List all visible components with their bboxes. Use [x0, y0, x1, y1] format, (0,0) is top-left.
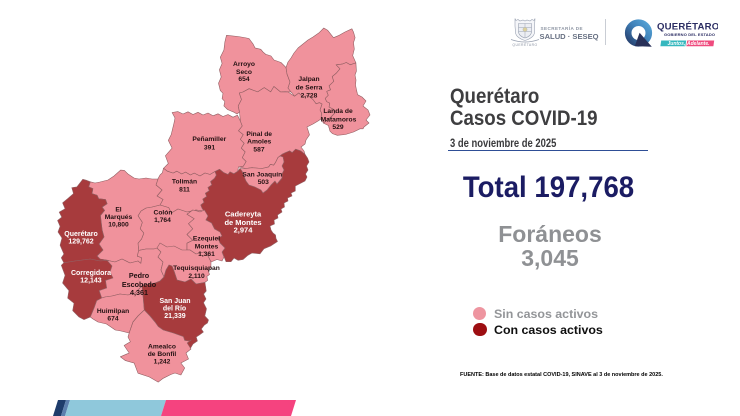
svg-text:Tolimán: Tolimán [172, 179, 197, 186]
svg-text:San Juan: San Juan [159, 298, 190, 305]
svg-text:QUERÉTARO: QUERÉTARO [512, 42, 537, 47]
svg-text:Juntos,: Juntos, [668, 41, 686, 47]
svg-text:Pinal de: Pinal de [246, 131, 272, 138]
svg-text:El: El [115, 207, 121, 214]
svg-text:10,800: 10,800 [108, 222, 129, 229]
svg-text:1,242: 1,242 [154, 359, 171, 366]
svg-text:654: 654 [238, 76, 249, 83]
svg-text:21,339: 21,339 [164, 313, 186, 320]
svg-text:Escobedo: Escobedo [122, 280, 157, 289]
svg-text:Corregidora: Corregidora [71, 270, 111, 277]
svg-text:Amealco: Amealco [148, 344, 176, 351]
svg-text:Landa de: Landa de [323, 108, 353, 115]
svg-text:12,143: 12,143 [80, 278, 102, 285]
svg-text:Arroyo: Arroyo [233, 61, 255, 68]
svg-text:San Joaquín: San Joaquín [242, 172, 282, 179]
svg-text:Adelante.: Adelante. [686, 41, 710, 47]
svg-text:2,110: 2,110 [188, 273, 205, 280]
svg-text:de Bonfil: de Bonfil [148, 351, 177, 358]
svg-text:Tequisquiapan: Tequisquiapan [173, 265, 220, 272]
svg-text:Ezequiel: Ezequiel [193, 236, 220, 243]
svg-text:2,728: 2,728 [301, 93, 318, 100]
svg-text:Seco: Seco [236, 69, 252, 76]
svg-text:Peñamiller: Peñamiller [192, 136, 226, 143]
svg-text:Amoles: Amoles [247, 138, 271, 145]
svg-text:de Serra: de Serra [296, 85, 323, 92]
svg-text:de Montes: de Montes [224, 218, 261, 227]
svg-text:Colón: Colón [154, 210, 173, 217]
svg-text:Matamoros: Matamoros [321, 116, 357, 123]
svg-text:Cadereyta: Cadereyta [225, 210, 262, 219]
svg-text:Montes: Montes [195, 244, 219, 251]
svg-text:del Río: del Río [163, 306, 186, 313]
svg-text:674: 674 [107, 315, 118, 322]
svg-text:2,974: 2,974 [234, 226, 254, 235]
svg-text:129,762: 129,762 [68, 238, 93, 245]
svg-text:811: 811 [179, 187, 190, 194]
svg-text:Pedro: Pedro [129, 271, 150, 280]
svg-text:391: 391 [204, 144, 215, 151]
svg-text:Huimilpan: Huimilpan [97, 308, 129, 315]
svg-text:Querétaro: Querétaro [64, 231, 97, 238]
svg-text:529: 529 [332, 124, 343, 131]
svg-text:Jalpan: Jalpan [298, 76, 319, 83]
svg-text:QUERÉTARO: QUERÉTARO [657, 21, 718, 33]
svg-text:1,764: 1,764 [154, 217, 171, 224]
svg-text:503: 503 [258, 179, 269, 186]
svg-text:587: 587 [253, 146, 264, 153]
svg-text:4,361: 4,361 [130, 288, 148, 297]
svg-text:1,361: 1,361 [198, 251, 215, 258]
svg-text:GOBIERNO DEL ESTADO: GOBIERNO DEL ESTADO [664, 32, 715, 37]
svg-text:Marqués: Marqués [105, 214, 133, 221]
